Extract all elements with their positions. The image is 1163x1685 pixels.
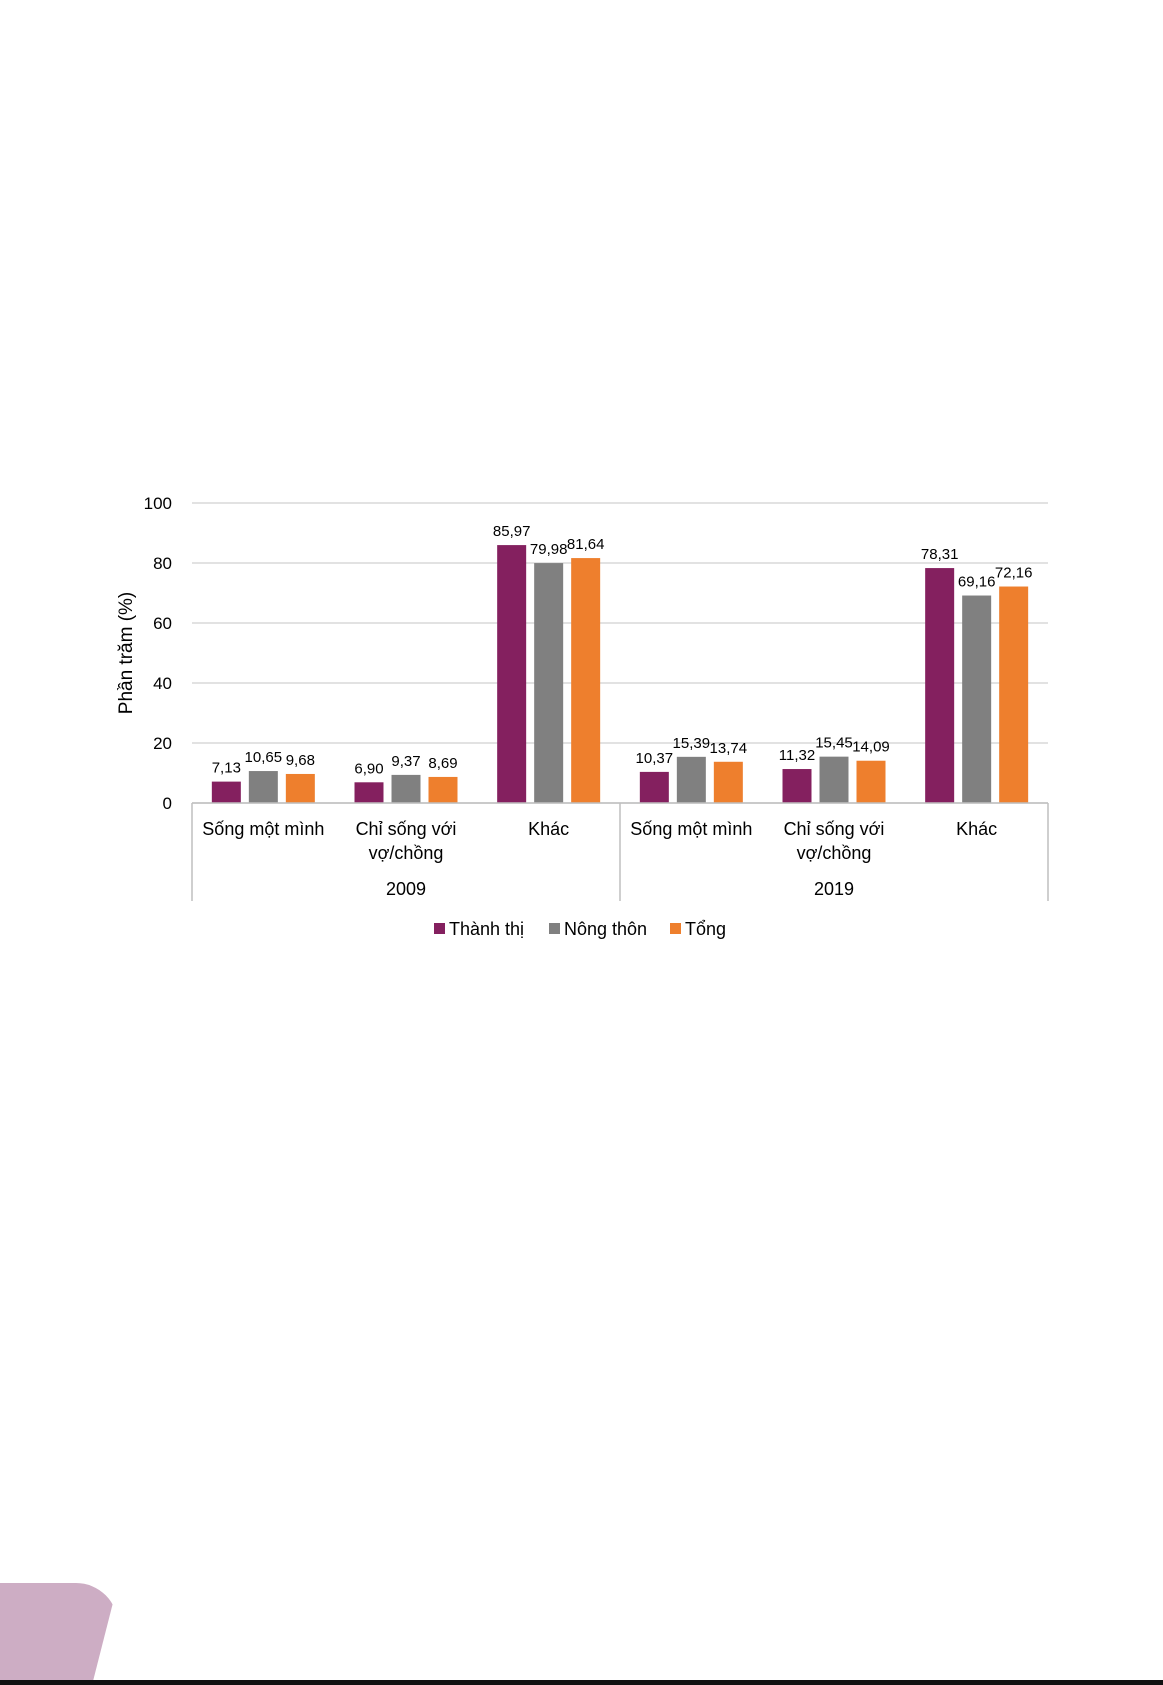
category-label-2019-2-line-2: vợ/chồng: [797, 843, 872, 863]
data-label-2019-3-series-2: 69,16: [958, 574, 996, 591]
data-label-2009-2-series-2: 9,37: [391, 753, 420, 770]
category-label-2019-3-line-1: Khác: [956, 819, 997, 839]
data-label-2019-1-series-2: 15,39: [673, 735, 711, 752]
bar-2009-3-series-2: [534, 563, 564, 803]
legend-label-3: Tổng: [685, 919, 726, 939]
y-tick-label-60: 60: [153, 614, 172, 633]
legend-swatch-2: [549, 923, 560, 934]
bar-2019-1-series-1: [639, 771, 669, 803]
bar-2009-3-series-3: [571, 558, 601, 803]
bar-2019-3-series-1: [925, 568, 955, 803]
category-label-2009-2-line-1: Chỉ sống với: [356, 819, 457, 839]
legend-swatch-1: [434, 923, 445, 934]
bar-2019-3-series-2: [962, 595, 992, 803]
data-label-2009-3-series-1: 85,97: [493, 523, 531, 540]
bar-2009-2-series-2: [391, 774, 421, 803]
category-label-2019-1-line-1: Sống một mình: [630, 819, 752, 839]
legend-swatch-3: [670, 923, 681, 934]
data-label-2009-2-series-1: 6,90: [354, 760, 383, 777]
data-label-2009-3-series-2: 79,98: [530, 541, 568, 558]
data-label-2019-3-series-3: 72,16: [995, 565, 1033, 582]
bar-2019-2-series-3: [856, 760, 886, 803]
data-label-2009-1-series-1: 7,13: [212, 760, 241, 777]
data-label-2019-3-series-1: 78,31: [921, 546, 959, 563]
data-label-2019-2-series-1: 11,32: [779, 747, 815, 764]
data-label-2019-2-series-2: 15,45: [815, 735, 853, 752]
y-tick-label-80: 80: [153, 554, 172, 573]
data-label-2009-1-series-3: 9,68: [286, 752, 315, 769]
category-label-2009-2-line-2: vợ/chồng: [369, 843, 444, 863]
page-bottom-rule: [0, 1680, 1163, 1685]
bar-2009-1-series-1: [211, 781, 241, 803]
legend-label-1: Thành thị: [449, 919, 524, 939]
category-label-2009-1-line-1: Sống một mình: [202, 819, 324, 839]
bar-2009-1-series-3: [285, 773, 315, 803]
bar-2009-3-series-1: [497, 545, 527, 803]
y-axis-title: Phần trăm (%): [116, 592, 137, 714]
bar-2009-1-series-2: [248, 771, 278, 803]
bar-2019-3-series-3: [999, 586, 1029, 803]
data-label-2019-1-series-3: 13,74: [710, 740, 748, 757]
bar-2019-2-series-2: [819, 756, 849, 803]
legend-label-2: Nông thôn: [564, 919, 647, 939]
data-label-2009-1-series-2: 10,65: [245, 749, 283, 766]
y-tick-label-0: 0: [163, 794, 172, 813]
y-tick-label-20: 20: [153, 734, 172, 753]
category-label-2009-3-line-1: Khác: [528, 819, 569, 839]
bar-2019-1-series-3: [713, 761, 743, 803]
data-label-2019-1-series-1: 10,37: [636, 750, 674, 767]
category-label-2019-2-line-1: Chỉ sống với: [784, 819, 885, 839]
y-tick-label-100: 100: [144, 494, 172, 513]
group-label-2019: 2019: [814, 879, 854, 899]
bar-2009-2-series-1: [354, 782, 384, 803]
data-label-2019-2-series-3: 14,09: [852, 739, 890, 756]
data-label-2009-2-series-3: 8,69: [428, 755, 457, 772]
y-tick-label-40: 40: [153, 674, 172, 693]
bar-2009-2-series-3: [428, 776, 458, 803]
group-label-2009: 2009: [386, 879, 426, 899]
bar-2019-2-series-1: [782, 769, 812, 803]
data-label-2009-3-series-3: 81,64: [567, 536, 605, 553]
bar-2019-1-series-2: [676, 756, 706, 803]
